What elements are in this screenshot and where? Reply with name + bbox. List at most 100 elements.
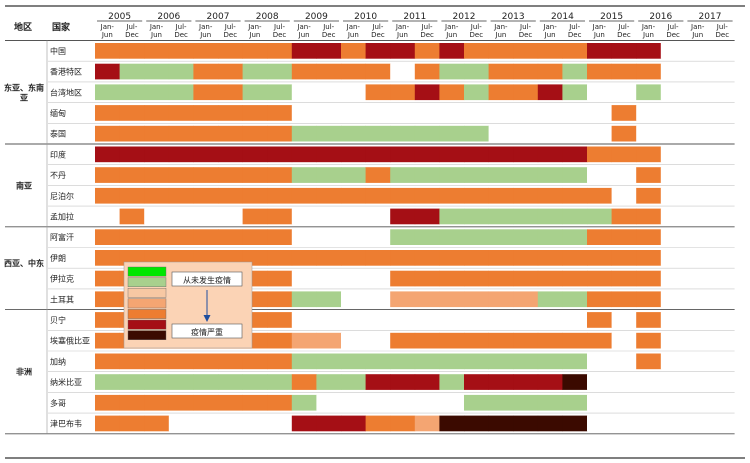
heatmap-cell: [562, 415, 588, 432]
heatmap-cell: [341, 229, 366, 245]
heatmap-cell: [611, 208, 637, 225]
heatmap-cell: [119, 187, 145, 204]
heatmap-cell: [365, 250, 391, 266]
heatmap-cell: [242, 63, 268, 80]
heatmap-cell: [414, 146, 440, 163]
heatmap-cell: [218, 43, 243, 59]
heatmap-cell: [537, 208, 563, 225]
heatmap-cell: [513, 394, 539, 411]
heatmap-cell: [365, 167, 391, 183]
heatmap-cell: [365, 146, 391, 163]
heatmap-cell: [685, 167, 711, 183]
heatmap-cell: [291, 84, 317, 101]
half-label-top: Jul-: [617, 23, 629, 31]
half-label-top: Jul-: [224, 23, 236, 31]
heatmap-cell: [193, 125, 219, 142]
heatmap-cell: [365, 312, 391, 328]
heatmap-cell: [488, 63, 514, 80]
heatmap-cell: [144, 353, 170, 370]
heatmap-cell: [291, 167, 317, 183]
heatmap-cell: [316, 43, 342, 59]
heatmap-cell: [611, 312, 637, 328]
heatmap-cell: [390, 167, 416, 183]
year-label: 2014: [551, 12, 574, 22]
heatmap-cell: [513, 374, 539, 390]
heatmap-cell: [267, 250, 293, 266]
heatmap-cell: [341, 312, 366, 328]
heatmap-cell: [562, 84, 588, 101]
heatmap-cell: [439, 125, 465, 142]
heatmap-cell: [193, 208, 219, 225]
heatmap-cell: [119, 167, 145, 183]
heatmap-cell: [267, 270, 293, 287]
heatmap-cell: [439, 187, 465, 204]
heatmap-cell: [414, 415, 440, 432]
heatmap-cell: [488, 84, 514, 101]
half-label-top: Jul-: [667, 23, 679, 31]
heatmap-cell: [119, 353, 145, 370]
heatmap-cell: [587, 63, 612, 80]
heatmap-cell: [168, 84, 194, 101]
heatmap-cell: [660, 291, 686, 308]
half-label-bottom: Jun: [642, 31, 654, 39]
heatmap-cell: [291, 63, 317, 80]
heatmap-cell: [95, 208, 120, 225]
heatmap-cell: [587, 125, 612, 142]
heatmap-cell: [414, 84, 440, 101]
half-label-top: Jul-: [568, 23, 580, 31]
heatmap-cell: [710, 187, 735, 204]
heatmap-cell: [267, 229, 293, 245]
heatmap-cell: [341, 125, 366, 142]
legend-swatch: [127, 288, 167, 298]
heatmap-cell: [218, 374, 243, 390]
heatmap-cell: [587, 250, 612, 266]
heatmap-cell: [414, 125, 440, 142]
heatmap-cell: [660, 167, 686, 183]
heatmap-cell: [414, 270, 440, 287]
heatmap-cell: [218, 208, 243, 225]
heatmap-cell: [365, 291, 391, 308]
heatmap-cell: [660, 270, 686, 287]
heatmap-cell: [685, 146, 711, 163]
heatmap-cell: [390, 291, 416, 308]
heatmap-cell: [513, 167, 539, 183]
year-label: 2013: [502, 12, 525, 22]
heatmap-cell: [513, 250, 539, 266]
legend-swatch: [127, 330, 167, 341]
heatmap-cell: [562, 146, 588, 163]
heatmap-cell: [144, 63, 170, 80]
country-label: 纳米比亚: [50, 377, 82, 387]
heatmap-cell: [562, 43, 588, 59]
heatmap-cell: [242, 43, 268, 59]
heatmap-cell: [168, 394, 194, 411]
heatmap-cell: [390, 63, 416, 80]
heatmap-cell: [710, 394, 735, 411]
year-label: 2008: [256, 12, 279, 22]
heatmap-cell: [316, 250, 342, 266]
legend-low-box: [171, 271, 243, 287]
heatmap-cell: [193, 105, 219, 121]
heatmap-cell: [685, 208, 711, 225]
heatmap-cell: [488, 250, 514, 266]
heatmap-cell: [144, 105, 170, 121]
heatmap-cell: [144, 374, 170, 390]
heatmap-cell: [218, 63, 243, 80]
heatmap-cell: [537, 415, 563, 432]
heatmap-cell: [660, 43, 686, 59]
region-label: 西亚、中东: [4, 258, 44, 268]
heatmap-cell: [636, 43, 662, 59]
heatmap-cell: [316, 84, 342, 101]
heatmap-cell: [193, 415, 219, 432]
heatmap-cell: [168, 125, 194, 142]
heatmap-cell: [537, 332, 563, 349]
heatmap-cell: [291, 125, 317, 142]
heatmap-cell: [119, 43, 145, 59]
heatmap-cell: [95, 374, 120, 390]
heatmap-cell: [365, 415, 391, 432]
country-label: 台湾地区: [50, 87, 82, 97]
heatmap-cell: [636, 415, 662, 432]
region-header: 地区: [14, 21, 32, 33]
heatmap-cell: [587, 332, 612, 349]
half-label-top: Jul-: [175, 23, 187, 31]
heatmap-cell: [488, 146, 514, 163]
